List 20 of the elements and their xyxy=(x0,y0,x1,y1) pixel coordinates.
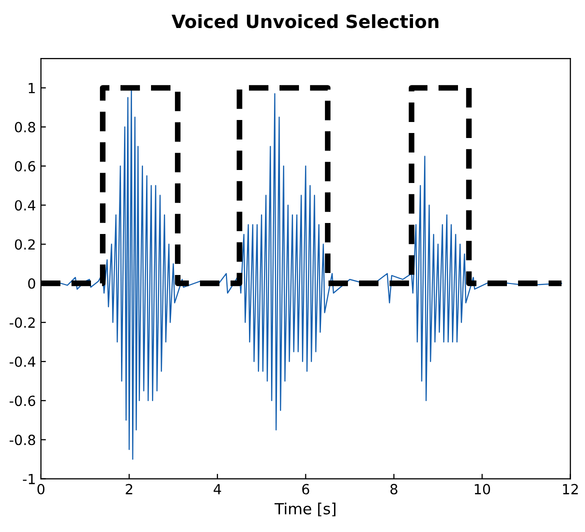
x-tick-label: 4 xyxy=(214,484,222,494)
y-tick-label: -0.4 xyxy=(10,356,36,367)
x-tick-label: 6 xyxy=(302,484,310,494)
y-tick-label: -0.6 xyxy=(10,396,36,406)
y-tick-label: 0.4 xyxy=(14,200,36,211)
x-tick-label: 12 xyxy=(563,484,578,494)
y-tick-label: 0.8 xyxy=(14,122,36,132)
y-tick-label: -0.8 xyxy=(10,434,36,446)
chart-title: Voiced Unvoiced Selection xyxy=(172,14,438,28)
x-tick-label: 10 xyxy=(474,484,490,494)
x-tick-label: 0 xyxy=(37,484,44,494)
y-tick-label: 0.2 xyxy=(14,239,35,250)
x-tick-label: 2 xyxy=(126,484,132,494)
y-tick-label: -0.2 xyxy=(10,317,35,328)
y-tick-label: 0.6 xyxy=(14,161,36,172)
x-tick-label: 8 xyxy=(390,484,398,494)
y-tick-label: 1 xyxy=(28,82,35,94)
y-tick-label: -1 xyxy=(22,474,35,484)
y-tick-label: 0 xyxy=(28,278,36,289)
x-axis-title: Time [s] xyxy=(274,502,336,516)
